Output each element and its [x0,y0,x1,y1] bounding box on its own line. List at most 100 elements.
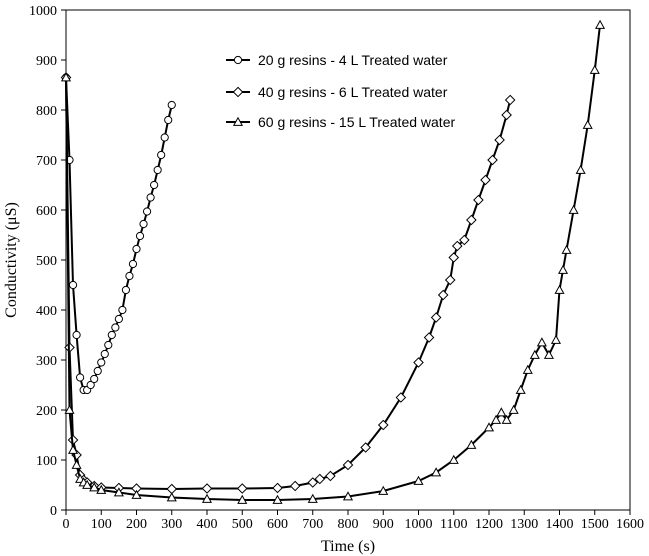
series-3 [60,19,606,504]
data-point-circle [100,349,109,359]
data-point-triangle [483,422,495,432]
data-point-diamond [444,274,456,286]
data-point-triangle [466,439,477,449]
data-point-triangle [113,487,124,497]
data-point-circle [111,323,120,332]
x-tick-label: 1100 [440,517,467,532]
data-point-circle [72,330,81,340]
data-point-diamond [430,312,442,323]
data-point-triangle [550,334,562,344]
data-point-triangle [60,72,72,82]
y-tick-label: 800 [36,104,57,119]
data-point-triangle [201,493,213,503]
series-line [65,77,512,491]
y-tick-label: 300 [36,354,57,369]
x-tick-label: 600 [267,517,288,532]
x-tick-label: 1000 [405,517,433,532]
y-tick-label: 0 [50,504,57,519]
data-point-circle [90,374,99,384]
legend-entry: 60 g resins - 15 L Treated water [226,114,455,130]
data-point-triangle [594,19,606,29]
data-point-diamond [451,240,463,252]
data-point-triangle [413,475,424,485]
data-point-triangle [448,454,459,464]
data-point-circle [135,231,145,241]
data-point-circle [160,133,169,142]
data-point-circle [142,207,152,216]
legend-marker-diamond [232,86,244,98]
data-point-triangle [508,404,519,414]
data-point-diamond [487,154,498,166]
data-point-circle [104,340,113,350]
data-point-diamond [504,94,516,106]
data-point-triangle [89,482,100,492]
data-point-triangle [501,414,512,424]
data-point-triangle [307,493,318,503]
legend-label: 20 g resins - 4 L Treated water [258,52,448,68]
data-point-diamond [395,392,407,403]
data-point-triangle [515,384,526,394]
data-point-diamond [325,470,336,482]
data-point-triangle [589,64,600,74]
data-point-triangle [554,284,565,294]
data-point-circle [76,373,85,382]
data-point-circle [150,180,159,190]
data-point-circle [139,219,148,229]
x-tick-label: 0 [63,517,70,532]
data-point-triangle [582,119,593,129]
data-point-triangle [378,485,389,495]
data-point-triangle [496,407,507,417]
x-tick-label: 900 [373,517,394,532]
data-point-triangle [71,459,82,469]
data-point-diamond [272,482,283,494]
x-axis-title: Time (s) [321,538,375,555]
data-point-circle [167,100,176,110]
data-point-diamond [360,442,371,453]
data-point-diamond [480,174,491,186]
data-point-triangle [568,204,579,214]
data-point-circle [118,305,127,315]
y-tick-label: 500 [36,254,57,269]
series-line [65,77,173,391]
data-point-triangle [529,349,540,359]
x-tick-label: 1200 [475,517,503,532]
y-tick-label: 600 [36,204,57,219]
series-2 [60,72,516,495]
data-point-diamond [307,477,319,488]
legend-label: 60 g resins - 15 L Treated water [258,114,455,130]
data-point-diamond [413,357,424,368]
data-point-triangle [131,489,142,499]
data-point-triangle [561,244,572,254]
data-point-triangle [543,349,554,359]
data-point-diamond [342,459,354,471]
legend-marker-circle [233,55,243,65]
data-point-triangle [491,414,502,424]
x-tick-label: 500 [232,517,253,532]
data-point-circle [153,165,162,175]
x-tick-label: 1300 [510,517,538,532]
data-point-diamond [473,194,484,206]
x-tick-label: 1600 [616,517,644,532]
data-point-diamond [377,419,389,431]
legend-label: 40 g resins - 6 L Treated water [258,84,448,100]
x-tick-label: 400 [197,517,218,532]
data-point-circle [125,271,134,281]
data-point-diamond [423,332,435,343]
data-point-circle [97,358,106,367]
data-point-circle [164,115,173,125]
axes: 0 100 200 300 400 500 600 700 800 900 1000 1100 1200… [29,4,644,532]
legend: 20 g resins - 4 L Treated water 40 g resi… [226,52,455,130]
y-tick-label: 1000 [29,4,57,19]
data-point-triangle [522,364,533,374]
data-point-triangle [82,479,93,489]
data-point-diamond [501,109,512,121]
data-point-triangle [431,467,442,477]
y-axis-title: Conductivity (μS) [3,202,20,318]
data-point-diamond [314,473,326,485]
data-point-diamond [201,483,213,494]
data-point-diamond [459,234,470,246]
data-point-circle [93,366,102,376]
data-point-diamond [437,289,449,301]
data-point-triangle [272,494,283,504]
